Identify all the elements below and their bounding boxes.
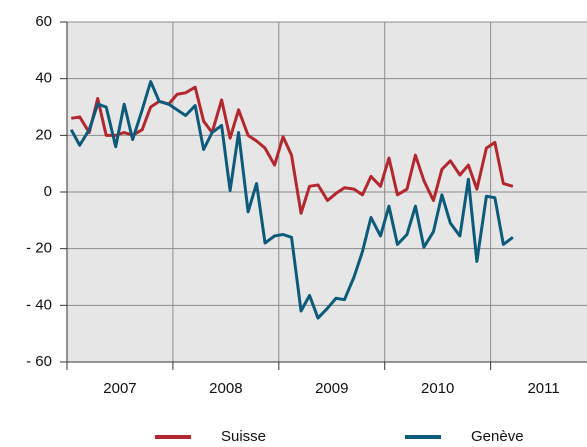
series-line — [70, 85, 514, 215]
y-tick-label: - 60 — [26, 353, 52, 370]
x-tick-label: 2010 — [421, 380, 454, 397]
x-tick-label: 2008 — [209, 380, 242, 397]
x-tick-label: 2009 — [315, 380, 348, 397]
x-tick-label: 2011 — [527, 380, 559, 397]
y-tick-label: 20 — [35, 126, 52, 143]
legend-label: Genève — [471, 428, 524, 445]
legend-label: Suisse — [221, 428, 266, 445]
y-tick-label: 40 — [35, 70, 52, 87]
y-tick-label: - 40 — [26, 296, 52, 313]
series-line — [69, 80, 514, 320]
y-tick-label: 60 — [35, 13, 52, 30]
y-tick-label: 0 — [44, 183, 52, 200]
y-tick-label: - 20 — [26, 240, 52, 257]
x-tick-label: 2007 — [103, 380, 136, 397]
